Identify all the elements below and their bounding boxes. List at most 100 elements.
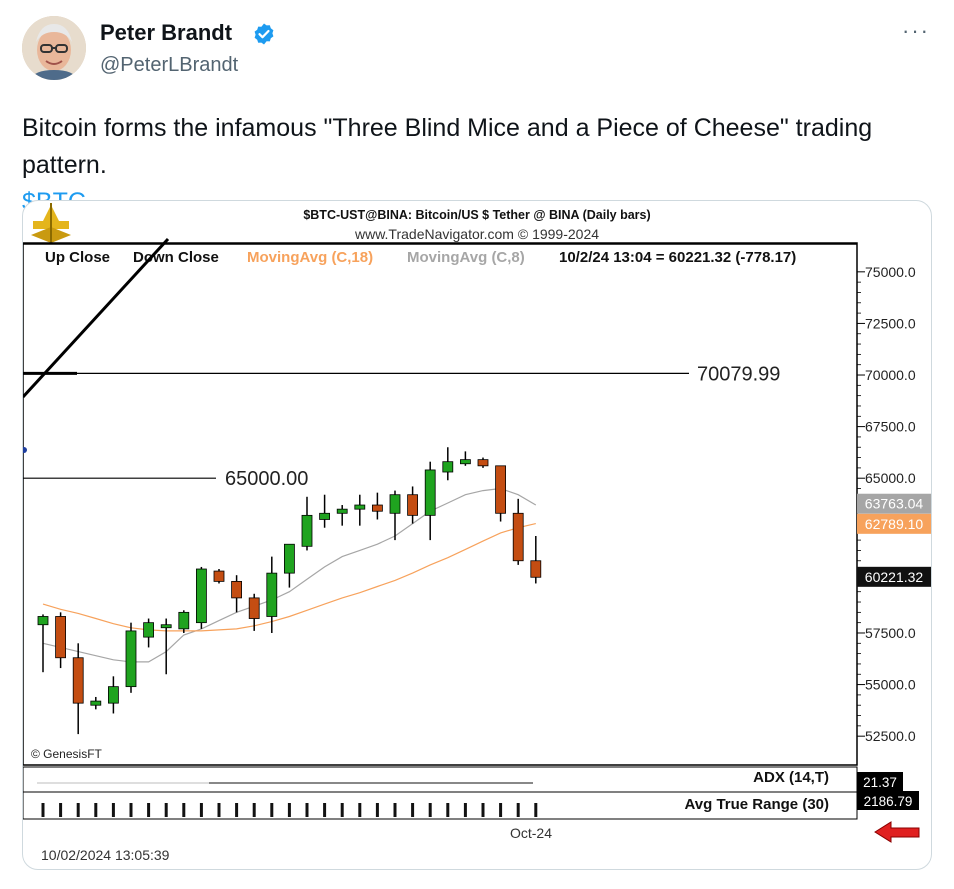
atr-bar bbox=[323, 803, 327, 817]
ma8-line bbox=[42, 487, 537, 663]
price-tag-value: 62789.10 bbox=[865, 516, 924, 532]
verified-badge-icon bbox=[254, 23, 274, 45]
post-text: Bitcoin forms the infamous "Three Blind … bbox=[22, 110, 922, 221]
atr-panel bbox=[23, 791, 858, 820]
candle-down bbox=[231, 580, 243, 599]
y-axis-tick-label: 55000.0 bbox=[865, 677, 916, 693]
candle-up bbox=[336, 508, 348, 514]
candle-up bbox=[442, 461, 454, 473]
candle-down bbox=[55, 616, 66, 659]
candle-up bbox=[283, 543, 295, 574]
atr-label: Avg True Range (30) bbox=[685, 796, 829, 813]
atr-bar bbox=[305, 803, 309, 817]
price-tag: 63763.04 bbox=[857, 493, 931, 514]
chart-title: $BTC-UST@BINA: Bitcoin/US $ Tether @ BIN… bbox=[303, 208, 650, 222]
atr-bar bbox=[76, 803, 80, 817]
y-axis-tick-label: 72500.0 bbox=[865, 315, 916, 331]
price-tag-bg bbox=[857, 566, 931, 587]
red-arrow-icon bbox=[874, 821, 920, 843]
candle-up bbox=[459, 459, 471, 465]
legend-ma18: MovingAvg (C,18) bbox=[247, 249, 373, 266]
chart-subtitle: www.TradeNavigator.com © 1999-2024 bbox=[354, 226, 599, 242]
atr-bar bbox=[199, 803, 203, 817]
candle-up bbox=[178, 611, 190, 630]
candle-up bbox=[125, 630, 137, 688]
author-name[interactable]: Peter Brandt bbox=[100, 20, 233, 45]
candle-up bbox=[195, 568, 207, 624]
candle-down bbox=[72, 657, 84, 704]
candle-up bbox=[301, 514, 313, 547]
atr-bar bbox=[499, 803, 503, 817]
y-axis-tick-label: 70000.0 bbox=[865, 367, 916, 383]
adx-value-tag bbox=[857, 772, 903, 791]
candle-down bbox=[477, 459, 489, 467]
avatar-image bbox=[22, 16, 86, 80]
y-axis-tick-label: 75000.0 bbox=[865, 264, 916, 280]
level-label-65000: 65000.00 bbox=[225, 468, 308, 490]
atr-bar bbox=[446, 803, 450, 817]
candle-up bbox=[424, 469, 436, 516]
price-tag: 62789.10 bbox=[857, 513, 931, 534]
atr-bar bbox=[463, 803, 467, 817]
atr-bar bbox=[534, 803, 538, 817]
atr-bar bbox=[393, 803, 397, 817]
y-axis-tick-label: 57500.0 bbox=[865, 625, 916, 641]
atr-value-tag bbox=[857, 791, 919, 810]
atr-bar bbox=[235, 803, 239, 817]
atr-bar bbox=[270, 803, 274, 817]
candle-down bbox=[512, 512, 524, 562]
atr-bar bbox=[217, 803, 221, 817]
atr-value: 2186.79 bbox=[864, 794, 913, 809]
candle-up bbox=[143, 622, 154, 638]
legend-up-close: Up Close bbox=[45, 249, 110, 266]
candle-down bbox=[407, 494, 419, 516]
x-axis-label: Oct-24 bbox=[510, 825, 552, 841]
atr-bar bbox=[516, 803, 520, 817]
atr-bar bbox=[59, 803, 63, 817]
atr-bar bbox=[41, 803, 45, 817]
price-tag-bg bbox=[857, 493, 931, 514]
candle-down bbox=[530, 560, 542, 578]
atr-bar bbox=[481, 803, 485, 817]
y-axis-tick-label: 52500.0 bbox=[865, 728, 916, 744]
candle-down bbox=[371, 504, 383, 512]
atr-bar bbox=[375, 803, 379, 817]
candle-up bbox=[354, 504, 366, 510]
atr-bar bbox=[411, 803, 415, 817]
candle-down bbox=[495, 465, 507, 514]
atr-bar bbox=[129, 803, 133, 817]
atr-bar bbox=[340, 803, 344, 817]
legend-quote: 10/2/24 13:04 = 60221.32 (-778.17) bbox=[559, 249, 796, 266]
atr-bar bbox=[164, 803, 168, 817]
left-edge-marker bbox=[23, 447, 27, 453]
candle-up bbox=[266, 572, 278, 617]
atr-bar bbox=[358, 803, 362, 817]
price-tag-value: 63763.04 bbox=[865, 496, 924, 512]
more-icon[interactable]: ··· bbox=[902, 18, 930, 43]
chart-timestamp: 10/02/2024 13:05:39 bbox=[41, 847, 170, 863]
atr-bar bbox=[111, 803, 115, 817]
ma18-line bbox=[42, 523, 536, 632]
candle-up bbox=[90, 700, 102, 706]
adx-panel bbox=[23, 766, 858, 793]
plot-frame bbox=[23, 242, 858, 766]
atr-bar bbox=[428, 803, 432, 817]
candle-up bbox=[319, 512, 331, 520]
watermark: © GenesisFT bbox=[31, 747, 103, 761]
avatar[interactable] bbox=[22, 16, 86, 80]
price-tag-value: 60221.32 bbox=[865, 569, 924, 585]
atr-bar bbox=[287, 803, 291, 817]
price-tag: 60221.32 bbox=[857, 566, 931, 587]
adx-value: 21.37 bbox=[863, 775, 897, 790]
author-handle[interactable]: @PeterLBrandt bbox=[100, 54, 239, 76]
level-label-70079: 70079.99 bbox=[697, 363, 780, 385]
price-tag-bg bbox=[857, 513, 931, 534]
trade-navigator-logo-icon bbox=[31, 203, 71, 245]
candle-up bbox=[37, 616, 49, 626]
chart-image-card[interactable]: $BTC-UST@BINA: Bitcoin/US $ Tether @ BIN… bbox=[22, 200, 932, 870]
candle-up bbox=[108, 686, 119, 704]
atr-bar bbox=[94, 803, 98, 817]
atr-bar bbox=[252, 803, 256, 817]
trendline bbox=[23, 237, 170, 399]
candle-up bbox=[389, 494, 401, 514]
